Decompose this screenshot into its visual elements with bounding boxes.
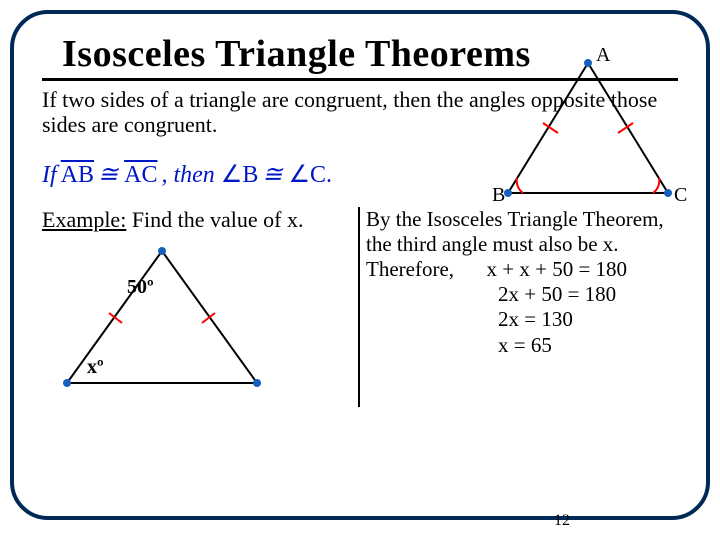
- sol-line2: the third angle must also be x.: [366, 232, 678, 257]
- svg-text:A: A: [596, 44, 611, 66]
- segment-ac: AC: [124, 162, 157, 188]
- svg-text:B: B: [492, 184, 505, 206]
- sol-line6: x = 65: [366, 333, 678, 358]
- vertical-divider: [358, 207, 360, 407]
- svg-text:xº: xº: [87, 356, 104, 378]
- sol-line3a: Therefore,: [366, 257, 454, 281]
- example-triangle-diagram: 50º xº: [42, 233, 352, 408]
- svg-text:50º: 50º: [127, 276, 154, 298]
- formal-then: , then: [161, 162, 220, 188]
- formal-if: If: [42, 162, 57, 188]
- segment-ab: AB: [61, 162, 94, 188]
- page-number: 12: [554, 512, 570, 530]
- svg-text:C: C: [674, 184, 687, 206]
- angle-c: ∠C.: [288, 162, 332, 188]
- slide-frame: Isosceles Triangle Theorems If two sides…: [10, 10, 710, 520]
- congr-2: ≅: [262, 162, 288, 188]
- example-prompt: Find the value of x.: [126, 207, 303, 232]
- example-heading: Example: Find the value of x.: [42, 207, 352, 233]
- main-triangle-diagram: A B C: [488, 43, 688, 218]
- sol-line5: 2x = 130: [366, 307, 678, 332]
- solution-block: By the Isosceles Triangle Theorem, the t…: [366, 207, 678, 358]
- sol-line3b: x + x + 50 = 180: [487, 257, 628, 281]
- example-row: Example: Find the value of x. 50º xº: [42, 207, 678, 408]
- congr-1: ≅: [98, 162, 124, 188]
- example-label: Example:: [42, 207, 126, 232]
- angle-b: ∠B: [221, 162, 259, 188]
- theorem-statement: If two sides of a triangle are congruent…: [42, 87, 678, 138]
- sol-line4: 2x + 50 = 180: [366, 282, 678, 307]
